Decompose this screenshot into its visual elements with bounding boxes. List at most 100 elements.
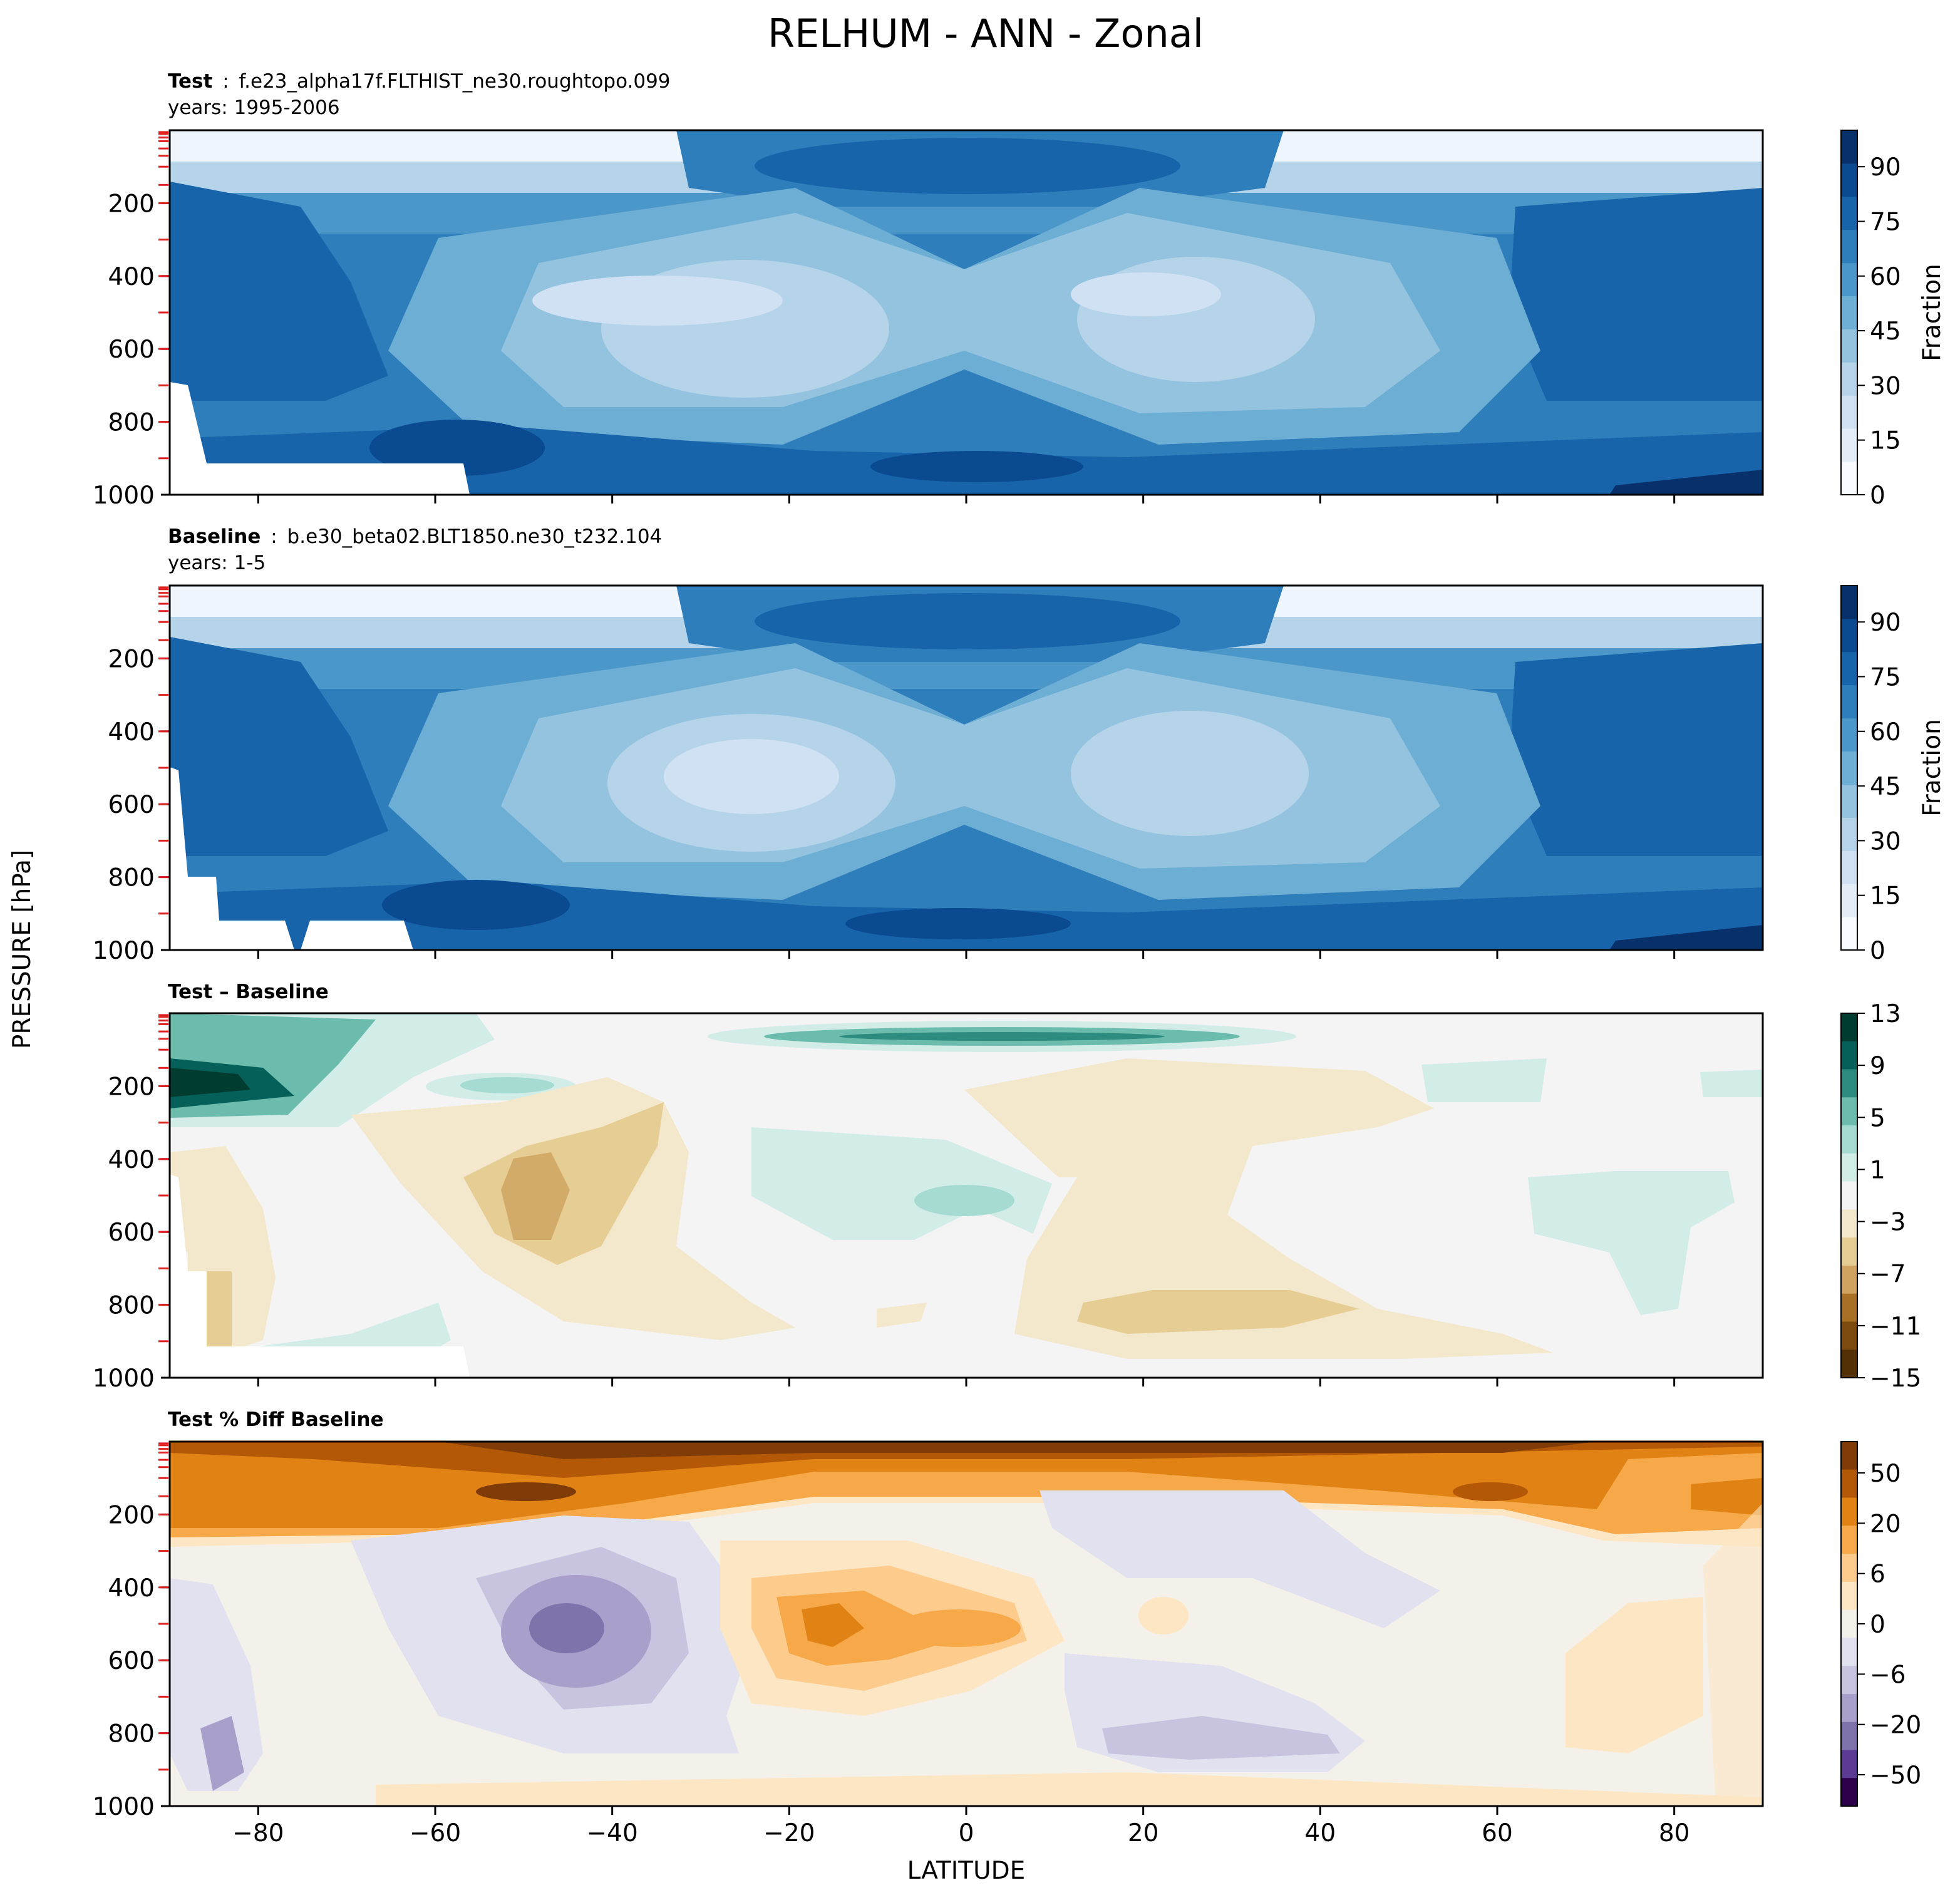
colorbar-swatch bbox=[1841, 684, 1857, 719]
colorbars: 0153045607590Fraction0153045607590Fracti… bbox=[1840, 130, 1946, 1807]
colorbar-swatch bbox=[1841, 1321, 1857, 1350]
y-tick-label: 600 bbox=[108, 791, 155, 819]
colorbar-swatch bbox=[1841, 428, 1857, 462]
colorbar-tick-label: 9 bbox=[1870, 1052, 1885, 1080]
panel-test-case: f.e23_alpha17f.FLTHIST_ne30.roughtopo.09… bbox=[239, 70, 671, 93]
colorbar-tick-label: 13 bbox=[1870, 1000, 1901, 1028]
y-tick-label: 400 bbox=[108, 718, 155, 746]
colorbar-tick-label: −6 bbox=[1870, 1661, 1906, 1689]
colorbar-tick-label: 90 bbox=[1870, 153, 1901, 182]
colorbar-swatch bbox=[1841, 329, 1857, 363]
colorbar-tick-label: 5 bbox=[1870, 1104, 1885, 1132]
panel-pctdiff: Test % Diff Baseline bbox=[168, 1408, 1764, 1807]
y-tick-label: 600 bbox=[108, 336, 155, 364]
colorbar-swatch bbox=[1841, 1293, 1857, 1322]
colorbar-swatch bbox=[1841, 163, 1857, 197]
colorbar-frame bbox=[1840, 585, 1858, 951]
y-tick-label: 800 bbox=[108, 409, 155, 437]
colorbar-swatch bbox=[1841, 1666, 1857, 1695]
colorbar-tick-label: 30 bbox=[1870, 827, 1901, 855]
y-tick-label: 1000 bbox=[93, 1365, 155, 1393]
y-tick-label: 400 bbox=[108, 1146, 155, 1174]
colorbar-swatch bbox=[1841, 1265, 1857, 1294]
x-tick-label: 40 bbox=[1305, 1819, 1336, 1847]
colorbar-swatch bbox=[1841, 1097, 1857, 1126]
colorbar-tick-label: −3 bbox=[1870, 1209, 1906, 1237]
colorbar-swatch bbox=[1841, 1237, 1857, 1266]
colorbar-tick-label: 90 bbox=[1870, 609, 1901, 637]
colorbar-swatch bbox=[1841, 586, 1857, 619]
y-tick-label: 200 bbox=[108, 1073, 155, 1101]
svg-text:Test : f.e23_alpha: Test : f.e23_alpha17f.FLTHIST_ne30.rough… bbox=[168, 70, 671, 93]
x-tick-label: −60 bbox=[410, 1819, 461, 1847]
colorbar-tick-label: 50 bbox=[1870, 1460, 1901, 1488]
colorbar-swatch bbox=[1841, 130, 1857, 164]
y-tick-label: 200 bbox=[108, 645, 155, 673]
panel-test-label: Test bbox=[168, 70, 213, 93]
colorbar-frame bbox=[1840, 1013, 1858, 1378]
panel-baseline: Baseline : b.e30_beta02.BLT1850.ne30_t23… bbox=[168, 525, 1764, 951]
figure-title: RELHUM - ANN - Zonal bbox=[768, 11, 1204, 56]
colorbar-swatch bbox=[1841, 784, 1857, 818]
x-tick-label: 60 bbox=[1482, 1819, 1513, 1847]
colorbar-tick-label: −7 bbox=[1870, 1261, 1906, 1289]
panel-test-field bbox=[170, 130, 1763, 495]
colorbar-swatch bbox=[1841, 718, 1857, 752]
y-tick-label: 1000 bbox=[93, 482, 155, 510]
colorbar-tick-label: 45 bbox=[1870, 773, 1901, 801]
colorbar-swatch bbox=[1841, 362, 1857, 396]
colorbar-swatch bbox=[1841, 850, 1857, 884]
y-tick-label: 200 bbox=[108, 1501, 155, 1529]
y-tick-label: 400 bbox=[108, 1574, 155, 1603]
colorbar-swatch bbox=[1841, 817, 1857, 851]
colorbar-swatch bbox=[1841, 1442, 1857, 1470]
panel-baseline-years: years: 1-5 bbox=[168, 552, 266, 574]
colorbar-swatch bbox=[1841, 1722, 1857, 1750]
colorbar-swatch bbox=[1841, 751, 1857, 785]
colorbar-swatch bbox=[1841, 1153, 1857, 1182]
x-tick-label: 0 bbox=[959, 1819, 974, 1847]
colorbar-swatch bbox=[1841, 1013, 1857, 1042]
colorbar-swatch bbox=[1841, 1209, 1857, 1238]
panel-diff-label: Test – Baseline bbox=[168, 981, 329, 1003]
colorbar-swatch bbox=[1841, 884, 1857, 917]
colorbar-swatch bbox=[1841, 1581, 1857, 1611]
y-tick-label: 200 bbox=[108, 190, 155, 218]
panel-diff-field bbox=[170, 1013, 1763, 1378]
panel-test-sep: : bbox=[222, 70, 229, 93]
colorbar-swatch bbox=[1841, 1609, 1857, 1638]
colorbar-swatch bbox=[1841, 229, 1857, 264]
colorbar-swatch bbox=[1841, 1638, 1857, 1666]
colorbar-swatch bbox=[1841, 1750, 1857, 1779]
panel-test: Test : f.e23_alpha17f.FLTHIST_ne30.rough… bbox=[168, 70, 1764, 496]
panel-baseline-label: Baseline bbox=[168, 525, 260, 548]
colorbar-tick-label: 60 bbox=[1870, 718, 1901, 746]
colorbar-swatch bbox=[1841, 196, 1857, 230]
y-tick-label: 800 bbox=[108, 864, 155, 892]
panel-baseline-case: b.e30_beta02.BLT1850.ne30_t232.104 bbox=[287, 525, 663, 548]
colorbar-tick-label: 60 bbox=[1870, 263, 1901, 291]
panel-baseline-field bbox=[170, 586, 1763, 950]
colorbar-tick-label: −11 bbox=[1870, 1313, 1921, 1341]
panel-baseline-sep: : bbox=[271, 525, 277, 548]
colorbar-tick-label: 6 bbox=[1870, 1561, 1885, 1589]
y-tick-label: 400 bbox=[108, 263, 155, 291]
colorbar-tick-label: 20 bbox=[1870, 1510, 1901, 1538]
colorbar-tick-label: 75 bbox=[1870, 664, 1901, 692]
x-tick-label: −20 bbox=[763, 1819, 815, 1847]
colorbar-tick-label: 0 bbox=[1870, 1611, 1885, 1639]
colorbar-tick-label: 30 bbox=[1870, 372, 1901, 400]
colorbar-swatch bbox=[1841, 462, 1857, 495]
colorbar-swatch bbox=[1841, 1125, 1857, 1154]
panel-pctdiff-field bbox=[170, 1442, 1763, 1806]
colorbar-swatch bbox=[1841, 395, 1857, 429]
colorbar-frame bbox=[1840, 130, 1858, 495]
colorbar-tick-label: −20 bbox=[1870, 1712, 1921, 1740]
colorbar-swatch bbox=[1841, 651, 1857, 686]
y-tick-label: 800 bbox=[108, 1292, 155, 1320]
colorbar-tick-label: −15 bbox=[1870, 1365, 1921, 1393]
colorbar-swatch bbox=[1841, 1469, 1857, 1499]
colorbar-swatch bbox=[1841, 1526, 1857, 1554]
colorbar-tick-label: 45 bbox=[1870, 318, 1901, 346]
